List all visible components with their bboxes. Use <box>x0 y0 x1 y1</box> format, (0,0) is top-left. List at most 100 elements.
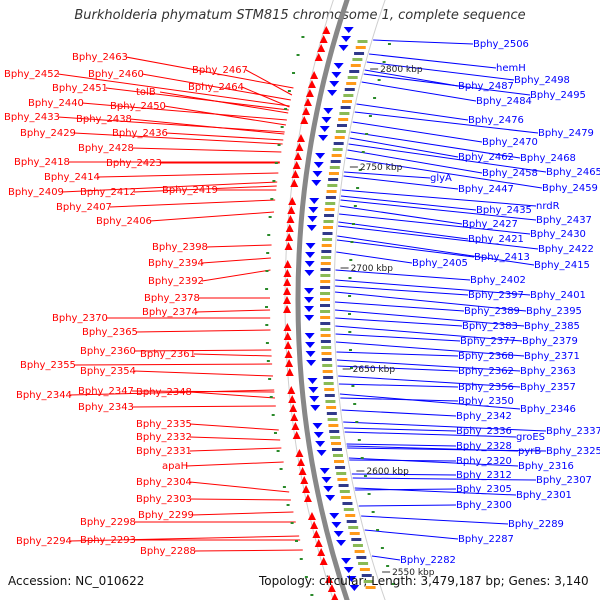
forward-gene-arrow <box>292 161 301 169</box>
leader-line <box>73 132 283 145</box>
gene-label-reverse: Bphy_2484 <box>476 96 532 107</box>
reverse-gene-arrow <box>311 180 322 186</box>
feature-band <box>326 412 337 415</box>
feature-band <box>331 448 342 451</box>
gene-label-reverse: pyrB <box>518 446 541 457</box>
feature-band <box>345 514 356 517</box>
tick-mark <box>265 342 269 344</box>
reverse-gene-arrow <box>319 468 330 474</box>
tick-mark <box>286 504 290 506</box>
leader-line <box>338 383 459 388</box>
leader-line <box>165 132 284 141</box>
reverse-gene-arrow <box>329 513 340 519</box>
gene-label-reverse: Bphy_2495 <box>530 90 586 101</box>
gene-label-forward: Bphy_2429 <box>20 128 76 139</box>
feature-band <box>327 184 338 187</box>
leader-line <box>57 116 285 133</box>
leader-line <box>352 121 483 143</box>
reverse-gene-arrow <box>318 135 329 141</box>
gene-label-forward: Bphy_2412 <box>80 187 136 198</box>
feature-band <box>361 574 372 577</box>
reverse-gene-arrow <box>316 450 327 456</box>
feature-band <box>346 520 357 523</box>
gene-label-reverse: Bphy_2462 <box>458 152 514 163</box>
leader-line <box>356 103 469 121</box>
leader-line <box>73 363 273 366</box>
gene-label-forward: Bphy_2451 <box>52 83 108 94</box>
tick-mark <box>371 511 375 513</box>
forward-gene-arrow <box>291 422 300 430</box>
feature-band <box>324 394 335 397</box>
leader-line <box>335 325 523 342</box>
tick-mark <box>367 493 371 495</box>
feature-band <box>328 172 339 175</box>
tick-mark <box>386 565 390 567</box>
leader-line <box>189 447 282 452</box>
gene-label-forward: Bphy_2423 <box>106 158 162 169</box>
leader-line <box>141 73 291 101</box>
tick-mark <box>348 331 352 333</box>
tick-mark <box>350 367 354 369</box>
reverse-gene-arrow <box>307 378 318 384</box>
feature-band <box>352 544 363 547</box>
forward-gene-arrow <box>296 458 305 466</box>
forward-gene-arrow <box>285 224 294 232</box>
gene-label-reverse: glyA <box>430 173 452 184</box>
gene-label-forward: Bphy_2409 <box>8 187 64 198</box>
gene-label-forward: Bphy_2450 <box>110 101 166 112</box>
forward-gene-arrow <box>303 494 312 502</box>
gene-label-reverse: Bphy_2421 <box>468 234 524 245</box>
reverse-gene-arrow <box>346 576 357 582</box>
feature-band <box>352 58 363 61</box>
feature-band <box>321 358 332 361</box>
feature-band <box>333 142 344 145</box>
tick-mark <box>276 450 280 452</box>
feature-band <box>340 106 351 109</box>
gene-label-reverse: Bphy_2312 <box>456 470 512 481</box>
feature-band <box>355 46 366 49</box>
gene-label-forward: Bphy_2406 <box>96 216 152 227</box>
feature-band <box>320 340 331 343</box>
feature-band <box>320 268 331 271</box>
leader-line <box>159 91 289 114</box>
feature-band <box>347 76 358 79</box>
gene-label-forward: Bphy_2332 <box>136 432 192 443</box>
feature-band <box>321 352 332 355</box>
feature-band <box>329 166 340 169</box>
reverse-gene-arrow <box>338 45 349 51</box>
reverse-gene-arrow <box>304 333 315 339</box>
leader-line <box>335 333 461 342</box>
feature-band <box>354 550 365 553</box>
reverse-gene-arrow <box>304 306 315 312</box>
gene-label-reverse: Bphy_2468 <box>520 153 576 164</box>
leader-line <box>241 86 290 108</box>
leader-line <box>133 185 277 193</box>
feature-band <box>349 70 360 73</box>
gene-label-forward: Bphy_2464 <box>188 82 244 93</box>
leader-line <box>335 317 463 327</box>
feature-band <box>321 244 332 247</box>
tick-mark <box>350 241 354 243</box>
forward-gene-arrow <box>292 431 301 439</box>
tick-mark <box>382 61 386 63</box>
gene-label-forward: Bphy_2428 <box>78 143 134 154</box>
forward-gene-arrow <box>307 512 316 520</box>
leader-line <box>358 504 457 507</box>
tick-mark <box>287 90 291 92</box>
gene-label-forward: Bphy_2360 <box>80 346 136 357</box>
leader-line <box>193 353 272 357</box>
gene-label-reverse: Bphy_2479 <box>538 128 594 139</box>
feature-band <box>320 286 331 289</box>
gene-label-forward: Bphy_2440 <box>28 98 84 109</box>
reverse-gene-arrow <box>331 522 342 528</box>
reverse-gene-arrow <box>321 477 332 483</box>
forward-gene-arrow <box>314 53 323 61</box>
gene-label-reverse: Bphy_2476 <box>468 115 524 126</box>
leader-line <box>335 285 469 296</box>
reverse-gene-arrow <box>305 342 316 348</box>
gene-label-forward: Bphy_2392 <box>148 276 204 287</box>
tick-mark <box>358 169 362 171</box>
leader-line <box>336 351 459 357</box>
forward-gene-arrow <box>291 170 300 178</box>
gene-label-reverse: Bphy_2402 <box>470 275 526 286</box>
